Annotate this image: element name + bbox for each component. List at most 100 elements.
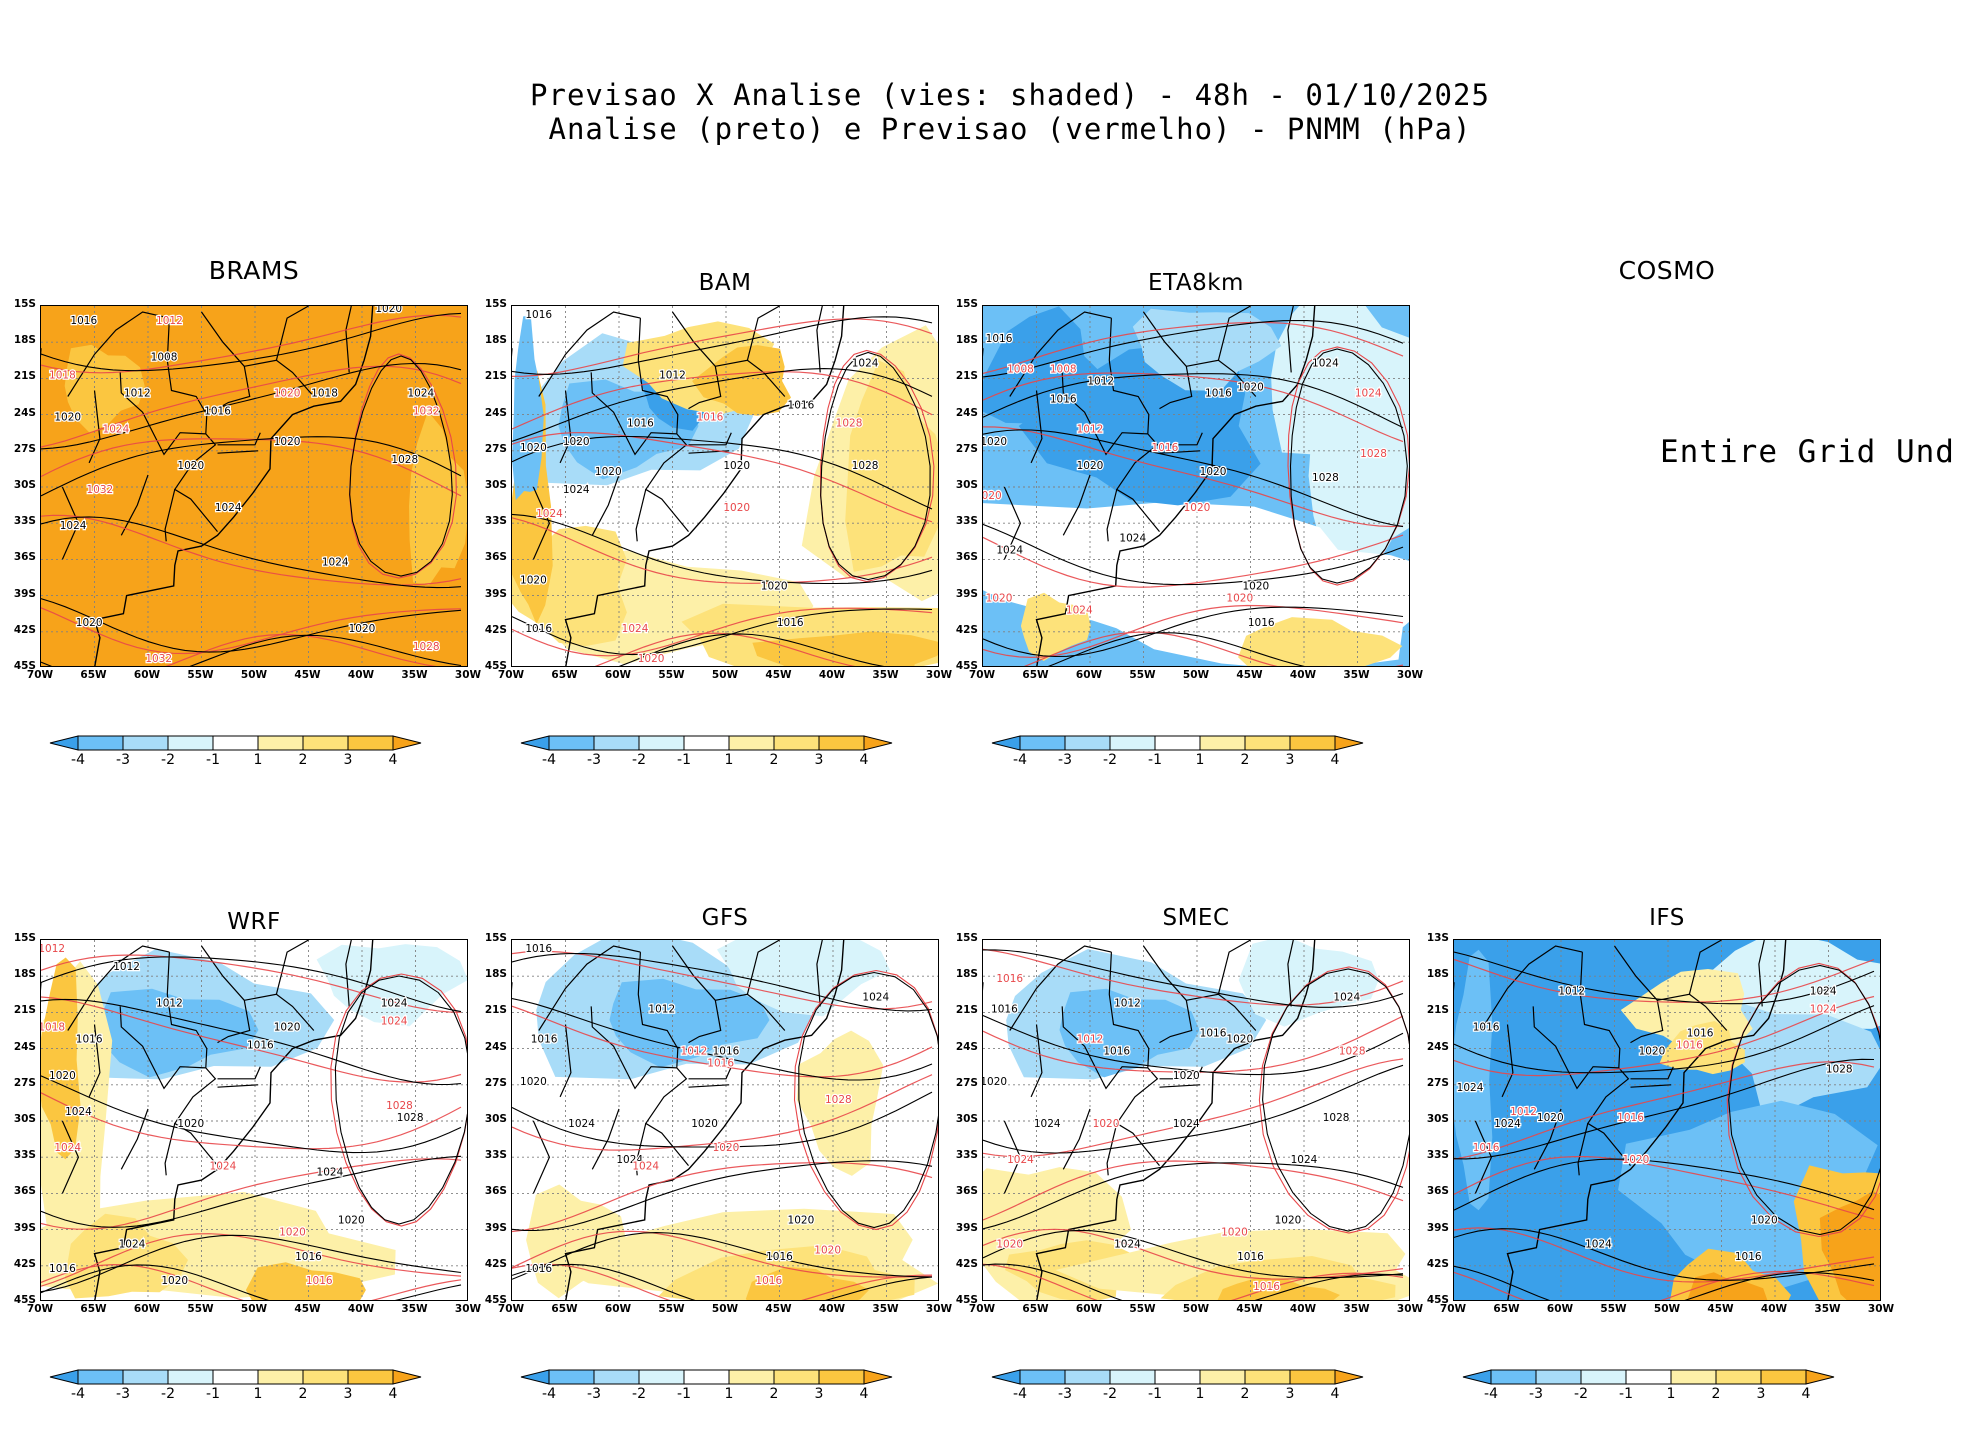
- colorbar-swatch: [122, 735, 169, 751]
- forecast-contours: [512, 318, 935, 666]
- panel-title-cosmo: COSMO: [1618, 256, 1716, 285]
- colorbar-tick-label: 4: [1801, 1386, 1811, 1402]
- forecast-contour-label: 1020: [1623, 1154, 1650, 1166]
- colorbar-swatch: [548, 1369, 595, 1385]
- lat-tick-label: 15S: [13, 932, 36, 944]
- colorbar-swatch: [728, 1369, 775, 1385]
- analysis-contour-label: 1020: [520, 442, 547, 454]
- lon-tick-label: 45W: [1236, 669, 1263, 681]
- forecast-contour-label: 1012: [156, 315, 183, 327]
- lat-tick-label: 27S: [13, 442, 36, 455]
- bias-shading: [512, 940, 938, 1300]
- lat-tick-label: 30S: [955, 1113, 978, 1125]
- bias-shading: [983, 306, 1409, 666]
- lon-tick-label: 40W: [347, 669, 375, 681]
- analysis-contour-label: 1016: [1237, 1251, 1264, 1263]
- analysis-contour-label: 1024: [563, 484, 590, 496]
- lon-tick-label: 35W: [1343, 1303, 1370, 1315]
- forecast-contour-label: 1032: [145, 653, 172, 665]
- analysis-contour-label: 1016: [1050, 394, 1077, 406]
- analysis-contour-label: 1020: [723, 460, 750, 472]
- lon-tick-label: 50W: [1182, 1303, 1210, 1315]
- forecast-contour-label: 1028: [386, 1100, 413, 1112]
- forecast-contour-label: 1028: [1360, 448, 1387, 460]
- colorbar-tick-label: -1: [1148, 752, 1162, 768]
- lat-tick-label: 21S: [1426, 1004, 1449, 1017]
- colorbar-swatch: [1625, 1369, 1672, 1385]
- colorbar-tick-label: -3: [587, 1386, 601, 1402]
- lat-tick-label: 45S: [955, 660, 978, 672]
- analysis-contour-label: 1016: [531, 1034, 558, 1046]
- colorbar-tick-label: 4: [388, 752, 398, 768]
- colorbar-tick-label: 1: [1195, 1386, 1205, 1402]
- forecast-contours: [512, 950, 938, 1300]
- analysis-contour-label: 1020: [274, 1022, 301, 1034]
- analysis-contour-label: 1024: [1494, 1118, 1521, 1130]
- analysis-contour-label: 1012: [124, 388, 151, 400]
- colorbar-swatch: [167, 735, 214, 751]
- lon-tick-label: 70W: [968, 669, 996, 681]
- lat-tick-label: 15S: [484, 298, 507, 310]
- forecast-contour-label: 1012: [1077, 424, 1104, 436]
- forecast-contour-label: 1020: [723, 502, 750, 514]
- map-panel-brams: 1016 1008 1012 1016 1020 1020 1024 1028 1024 1020…: [40, 305, 468, 667]
- lat-tick-label: 33S: [13, 515, 36, 528]
- forecast-contour-label: 1016: [1152, 442, 1179, 454]
- analysis-contour-label: 1016: [991, 1003, 1018, 1015]
- forecast-contour-label: 1024: [632, 1160, 659, 1172]
- lon-tick-label: 65W: [80, 669, 107, 681]
- analysis-contour-label: 1016: [1200, 1028, 1227, 1040]
- lat-tick-label: 24S: [1426, 1040, 1449, 1053]
- bias-shading: [41, 940, 467, 1300]
- lat-tick-label: 45S: [484, 660, 507, 672]
- lat-tick-label: 27S: [13, 1076, 36, 1089]
- lon-tick-label: 60W: [1546, 1303, 1574, 1315]
- colorbar-swatch: [1109, 1369, 1156, 1385]
- analysis-contour-label: 1016: [204, 406, 231, 418]
- analysis-contour-label: 1024: [60, 520, 87, 532]
- colorbar-tick-label: 4: [1330, 1386, 1340, 1402]
- lon-tick-label: 45W: [294, 1303, 321, 1315]
- lon-tick-label: 65W: [1493, 1303, 1520, 1315]
- colorbar-swatch: [1064, 735, 1111, 751]
- analysis-contour-label: 1028: [1323, 1112, 1350, 1124]
- colorbar: -4 -3 -2 -1 1 2 3 4: [519, 734, 939, 774]
- colorbar-swatch: [1289, 735, 1336, 751]
- analysis-contour-label: 1020: [375, 306, 402, 315]
- analysis-contour-label: 1016: [70, 315, 97, 327]
- analysis-contour-label: 1020: [49, 1070, 76, 1082]
- colorbar-tick-label: 2: [298, 752, 308, 768]
- analysis-contour-label: 1020: [1751, 1215, 1778, 1227]
- analysis-contour-label: 1012: [1087, 375, 1114, 387]
- panel-title-bam: BAM: [698, 270, 752, 296]
- figure-title-line2: Analise (preto) e Previsao (vermelho) - …: [548, 112, 1472, 146]
- forecast-contour-label: 1024: [381, 1015, 408, 1027]
- analysis-contours: [512, 316, 933, 666]
- lat-tick-label: 42S: [955, 1257, 978, 1270]
- analysis-contour-label: 1016: [525, 309, 552, 321]
- analysis-contour-label: 1012: [113, 961, 140, 973]
- lat-tick-label: 24S: [484, 1040, 507, 1053]
- colorbar-swatch: [1019, 735, 1066, 751]
- lat-tick-label: 30S: [484, 1113, 507, 1125]
- forecast-contour-label: 1016: [1617, 1112, 1644, 1124]
- lat-tick-label: 24S: [13, 406, 36, 419]
- bias-shading: [41, 306, 467, 666]
- colorbar-swatch: [1199, 735, 1246, 751]
- colorbar: -4 -3 -2 -1 1 2 3 4: [519, 1368, 939, 1408]
- bias-map: 1012 1016 1020 1016 1024 1028 1024 1024 1020 1024…: [1454, 940, 1880, 1300]
- lat-tick-label: 39S: [13, 1221, 36, 1234]
- analysis-contour-label: 1024: [215, 502, 242, 514]
- colorbar-tick-label: 3: [1285, 1386, 1295, 1402]
- colorbar-tick-label: -3: [1058, 752, 1072, 768]
- analysis-contour-label: 1020: [1173, 1070, 1200, 1082]
- colorbar-swatch: [1580, 1369, 1627, 1385]
- analysis-contour-label: 1024: [1119, 532, 1146, 544]
- lon-tick-label: 60W: [604, 1303, 632, 1315]
- analysis-contour-label: 1012: [648, 1003, 675, 1015]
- lon-tick-label: 45W: [765, 669, 792, 681]
- colorbar-tick-label: -2: [161, 752, 175, 768]
- analysis-contour-label: 1020: [1275, 1215, 1302, 1227]
- grid-lines: [983, 940, 1409, 1300]
- lat-tick-label: 21S: [484, 1004, 507, 1017]
